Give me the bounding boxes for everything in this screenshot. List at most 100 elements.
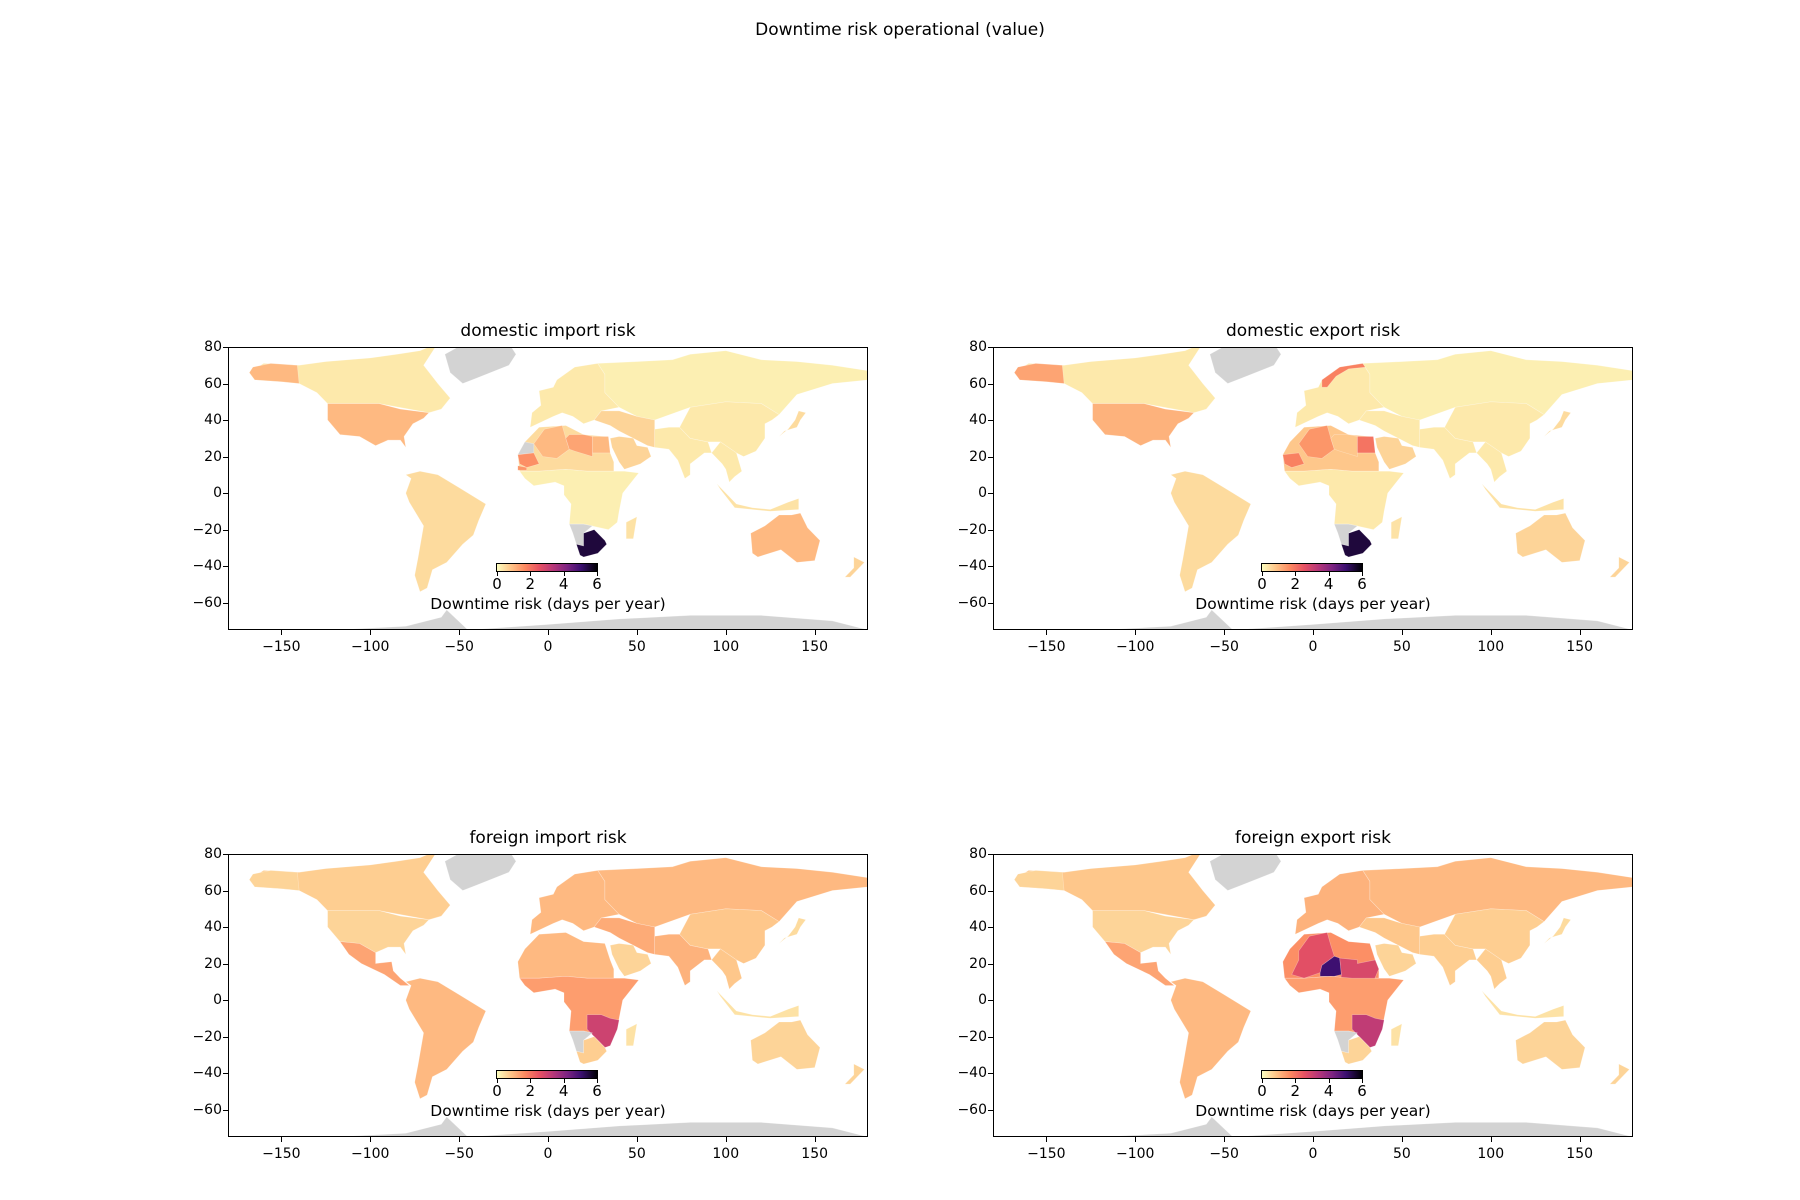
y-tick-label: 80: [204, 846, 222, 862]
y-tick-label: −40: [192, 1065, 222, 1082]
y-tick-mark: [988, 529, 993, 531]
region-mauritania: [517, 452, 540, 468]
region-south-asia: [654, 934, 713, 986]
map-plot-area: [993, 347, 1633, 630]
colorbar-tick-label: 0: [492, 575, 502, 593]
x-tick-mark: [1401, 630, 1403, 635]
x-tick-mark: [459, 630, 461, 635]
colorbar-tick-mark: [1362, 572, 1363, 576]
region-east-asia: [679, 401, 780, 457]
x-tick-mark: [370, 630, 372, 635]
y-tick-label: 20: [204, 955, 222, 972]
region-east-asia: [679, 908, 780, 964]
x-tick-mark: [1313, 630, 1314, 635]
colorbar-tick-label: 2: [1290, 575, 1301, 593]
colorbar-tick-label: 4: [558, 575, 569, 593]
y-tick-label: −60: [957, 594, 987, 611]
y-tick-label: 0: [978, 992, 987, 1009]
x-tick-label: 50: [627, 1146, 646, 1162]
region-new-zealand: [1609, 1063, 1630, 1085]
y-tick-label: 40: [204, 412, 222, 429]
region-north-america: [248, 347, 451, 414]
y-tick-mark: [988, 456, 993, 458]
region-australia: [750, 512, 821, 563]
y-tick-mark: [223, 602, 228, 604]
y-tick-mark: [223, 493, 228, 495]
region-arabia: [609, 436, 652, 470]
y-tick-mark: [988, 383, 993, 385]
x-tick-mark: [1224, 630, 1226, 635]
y-tick-mark: [988, 602, 993, 604]
colorbar-tick-mark: [597, 572, 598, 576]
colorbar-tick-label: 2: [525, 575, 536, 593]
y-tick-mark: [223, 963, 228, 965]
region-south-asia: [1419, 427, 1478, 479]
y-tick-label: 20: [204, 448, 222, 465]
y-tick-mark: [223, 1073, 228, 1075]
x-tick-mark: [1224, 1137, 1226, 1142]
x-tick-label: −50: [1209, 639, 1239, 655]
region-alaska: [248, 363, 300, 384]
region-russia-central-asia: [1362, 857, 1633, 928]
x-tick-label: 150: [801, 639, 829, 655]
region-alaska: [1013, 363, 1065, 384]
x-tick-label: −50: [444, 1146, 474, 1162]
region-russia-central-asia: [597, 350, 868, 421]
y-tick-label: 80: [969, 339, 987, 355]
x-tick-label: 100: [712, 1146, 740, 1162]
region-united-states: [327, 910, 430, 955]
y-tick-label: −20: [192, 1028, 222, 1045]
region-russia-central-asia: [597, 857, 868, 928]
y-tick-label: 20: [969, 955, 987, 972]
region-indonesia: [716, 483, 800, 512]
colorbar-tick-label: 0: [492, 1082, 502, 1100]
x-tick-mark: [548, 630, 549, 635]
colorbar-label: Downtime risk (days per year): [430, 1102, 666, 1120]
region-indonesia: [1481, 483, 1565, 512]
y-tick-mark: [988, 927, 993, 929]
colorbar-label: Downtime risk (days per year): [1195, 1102, 1431, 1120]
region-greenland: [1209, 854, 1282, 891]
colorbar-tick-mark: [530, 572, 532, 576]
region-south-america: [405, 470, 487, 593]
map-panel-4: foreign export risk 80 60 40 20 0 −20 −40 −60 −15…: [957, 828, 1633, 1162]
y-tick-mark: [223, 854, 228, 855]
y-tick-label: 40: [204, 919, 222, 936]
map-plot-area: [228, 854, 868, 1137]
colorbar-tick-label: 6: [1357, 575, 1367, 593]
colorbar-tick-mark: [1295, 1079, 1297, 1083]
x-tick-label: 100: [1477, 639, 1505, 655]
map-plot-area: [993, 854, 1633, 1137]
y-tick-mark: [988, 347, 993, 348]
x-tick-label: 50: [1392, 639, 1411, 655]
y-tick-mark: [223, 1109, 228, 1111]
region-alaska: [248, 870, 300, 891]
x-tick-mark: [1490, 630, 1492, 635]
world-map: [993, 854, 1633, 1137]
y-tick-mark: [223, 456, 228, 458]
colorbar-tick-mark: [1295, 572, 1297, 576]
x-tick-mark: [636, 1137, 638, 1142]
y-tick-mark: [223, 566, 228, 568]
region-niger: [1319, 955, 1342, 977]
x-tick-label: 100: [1477, 1146, 1505, 1162]
colorbar-tick-mark: [497, 572, 498, 576]
y-tick-mark: [988, 566, 993, 568]
y-tick-mark: [988, 420, 993, 422]
panel-title: domestic export risk: [1225, 321, 1401, 341]
region-united-states: [1092, 403, 1195, 448]
y-tick-mark: [223, 420, 228, 422]
colorbar-tick-label: 2: [1290, 1082, 1301, 1100]
y-tick-mark: [988, 1036, 993, 1038]
colorbar: [1261, 563, 1363, 572]
region-japan: [778, 410, 807, 437]
y-tick-mark: [988, 1109, 993, 1111]
x-tick-mark: [725, 1137, 727, 1142]
y-tick-label: 60: [969, 882, 987, 899]
x-tick-label: −50: [444, 639, 474, 655]
colorbar-tick-label: 4: [1323, 575, 1334, 593]
figure-title: Downtime risk operational (value): [755, 20, 1045, 40]
region-southeast-asia: [711, 948, 743, 990]
y-tick-label: 60: [204, 882, 222, 899]
